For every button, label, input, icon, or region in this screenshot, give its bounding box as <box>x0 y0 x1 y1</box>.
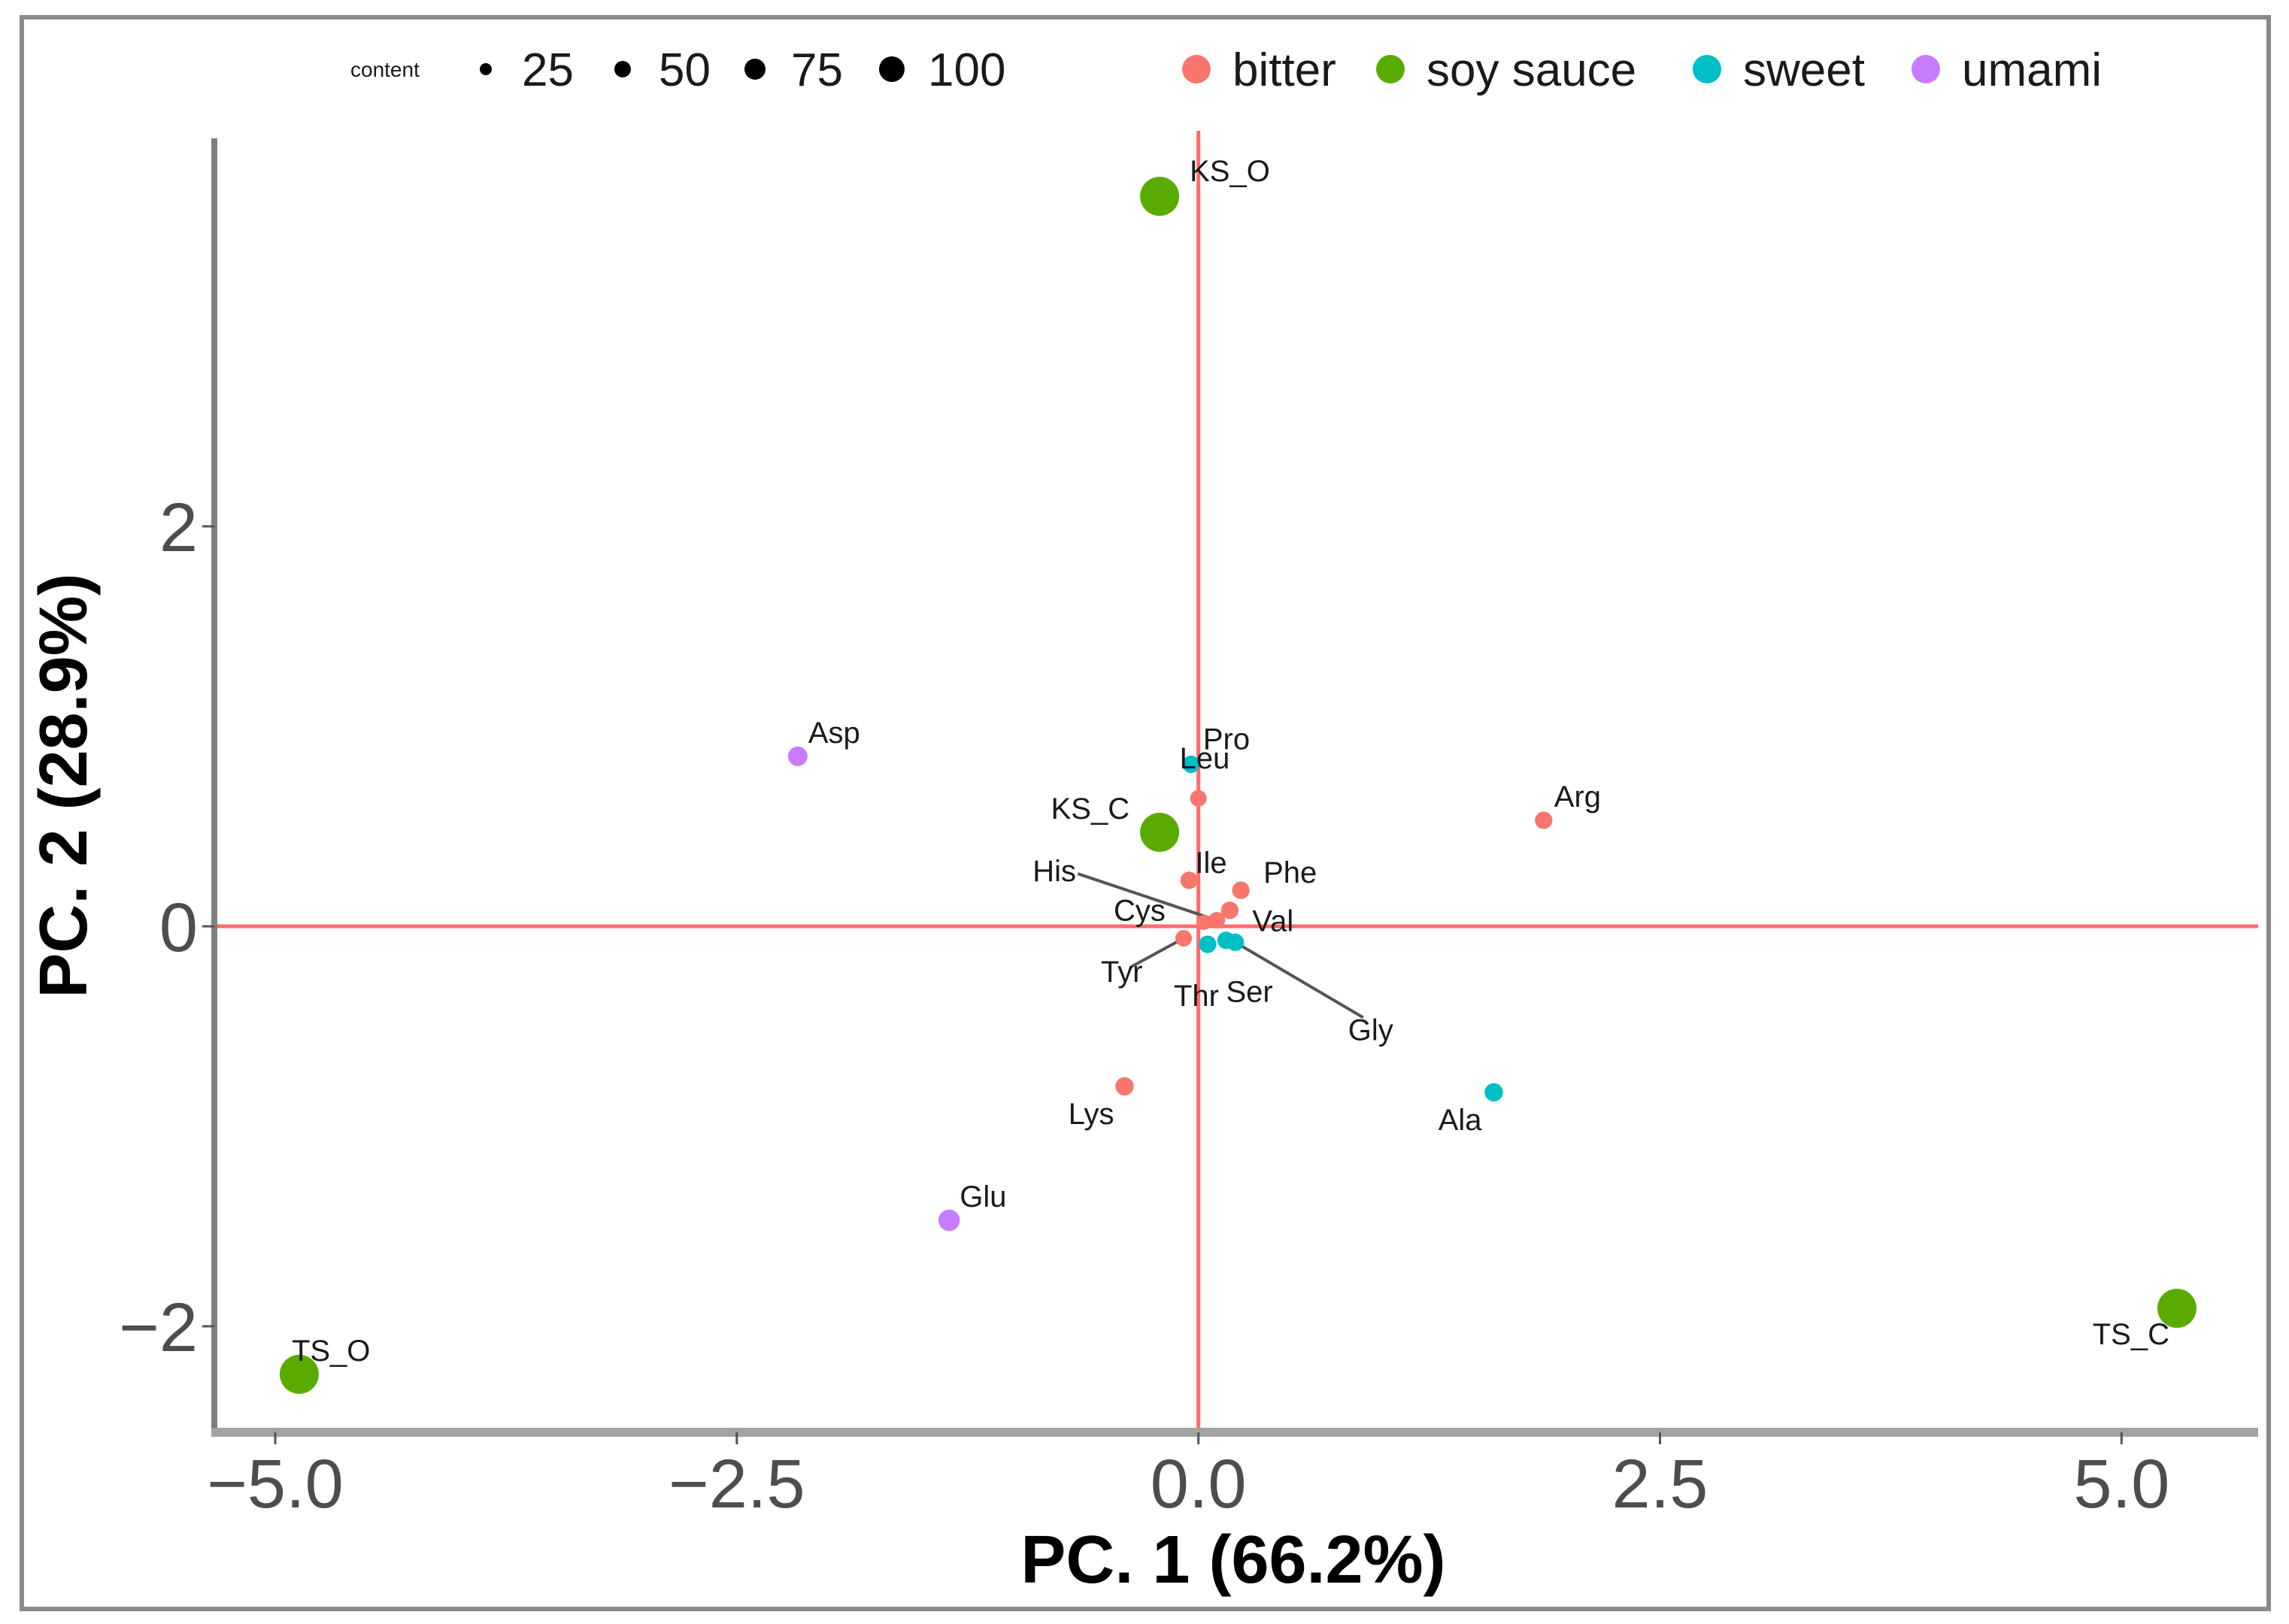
point-label-lys: Lys <box>1069 1098 1114 1131</box>
x-tick-label: −2.5 <box>669 1446 805 1522</box>
color-legend-label-umami: umami <box>1962 44 2102 96</box>
point-label-leu: Leu <box>1180 742 1230 775</box>
size-legend-label-50: 50 <box>659 44 711 96</box>
point-label-phe: Phe <box>1263 856 1317 889</box>
point-ks-c <box>1140 813 1180 853</box>
point-thr <box>1199 935 1217 953</box>
color-legend-label-sweet: sweet <box>1743 44 1865 96</box>
point-arg <box>1535 811 1553 829</box>
y-tick-label: −2 <box>119 1289 198 1366</box>
point-ts-c <box>2157 1289 2197 1329</box>
x-tick-label: −5.0 <box>207 1446 344 1522</box>
point-label-arg: Arg <box>1554 780 1601 814</box>
color-legend-key-bitter <box>1182 55 1211 83</box>
color-legend-key-sweet <box>1693 55 1721 83</box>
y-tick-label: 2 <box>159 489 198 566</box>
y-tick-label: 0 <box>159 889 198 966</box>
color-legend-label-soy-sauce: soy sauce <box>1426 44 1636 96</box>
point-label-gly: Gly <box>1348 1013 1393 1047</box>
size-legend-label-25: 25 <box>522 44 574 96</box>
point-glu <box>938 1209 960 1232</box>
size-legend-title: content <box>350 58 420 81</box>
point-cys <box>1196 914 1212 930</box>
point-lys <box>1115 1077 1134 1096</box>
connector-his <box>1077 872 1217 922</box>
point-label-pro: Pro <box>1203 723 1250 756</box>
point-label-tyr: Tyr <box>1101 956 1143 989</box>
point-label-his: His <box>1032 855 1076 888</box>
reference-lines <box>214 131 2258 1432</box>
x-tick-label: 0.0 <box>1151 1446 1247 1522</box>
point-label-ser: Ser <box>1226 976 1272 1009</box>
size-legend-key-100 <box>879 56 905 82</box>
point-label-ks-c: KS_C <box>1051 792 1130 826</box>
size-legend-label-75: 75 <box>791 44 843 96</box>
point-label-ts-o: TS_O <box>292 1335 370 1368</box>
point-label-ks-o: KS_O <box>1190 155 1270 188</box>
point-val <box>1220 901 1239 920</box>
point-label-ile: Ile <box>1195 847 1226 880</box>
point-gly <box>1226 933 1245 951</box>
color-legend-key-soy-sauce <box>1376 55 1405 83</box>
x-axis-title: PC. 1 (66.2%) <box>1020 1522 1445 1598</box>
point-labels: KS_O KS_C TS_O TS_C Asp Glu Pro Arg Lys Ala Leu Ile… <box>292 155 2169 1368</box>
point-ile <box>1180 871 1199 889</box>
point-ala <box>1484 1083 1503 1102</box>
point-asp <box>787 746 808 766</box>
y-axis-title: PC. 2 (28.9%) <box>26 573 102 998</box>
color-legend-label-bitter: bitter <box>1232 44 1336 96</box>
x-tick-label: 5.0 <box>2073 1446 2169 1522</box>
axes: −5.0 −2.5 0.0 2.5 5.0 −2 0 2 <box>119 138 2258 1522</box>
point-label-glu: Glu <box>960 1180 1006 1213</box>
legend: content 25 50 75 100 bitter soy sauce sweet umam… <box>350 44 2102 96</box>
point-ts-o <box>279 1354 319 1394</box>
point-label-cys: Cys <box>1114 895 1166 928</box>
connector-tyr <box>1130 937 1184 968</box>
figure-frame <box>20 15 2271 1611</box>
size-legend-key-50 <box>614 61 631 77</box>
point-label-thr: Thr <box>1174 980 1219 1013</box>
size-legend-key-25 <box>480 63 492 75</box>
point-phe <box>1232 881 1250 899</box>
size-legend-label-100: 100 <box>928 44 1005 96</box>
point-ks-o <box>1140 177 1180 217</box>
point-label-ala: Ala <box>1439 1104 1483 1137</box>
point-label-asp: Asp <box>808 717 860 750</box>
color-legend-key-umami <box>1912 55 1940 83</box>
points <box>279 177 2197 1394</box>
point-his <box>1208 912 1226 929</box>
size-legend-key-75 <box>744 59 766 80</box>
connector-gly <box>1234 941 1364 1020</box>
point-leu <box>1190 789 1207 807</box>
point-tyr <box>1175 929 1193 947</box>
point-label-ts-c: TS_C <box>2093 1318 2169 1351</box>
x-tick-label: 2.5 <box>1612 1446 1708 1522</box>
point-label-val: Val <box>1252 905 1293 938</box>
point-pro <box>1182 755 1200 774</box>
label-connectors <box>1077 872 1364 1020</box>
